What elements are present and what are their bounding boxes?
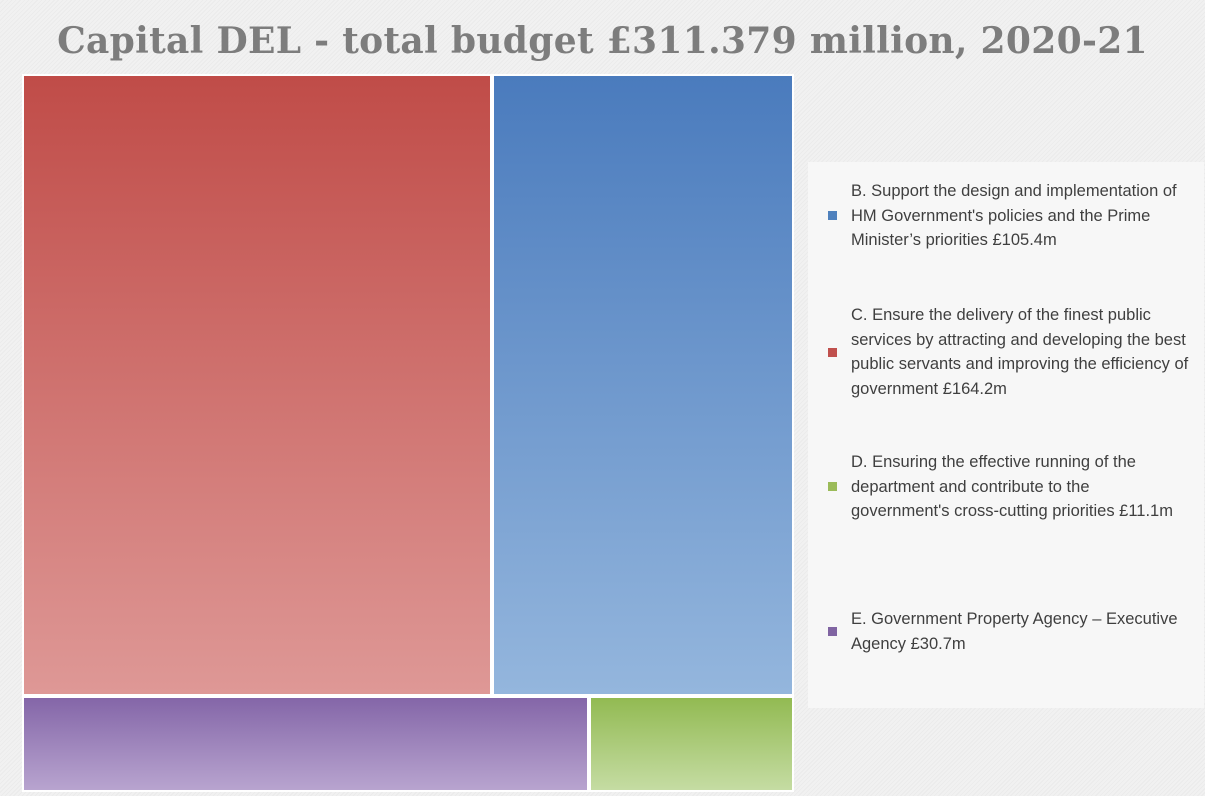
treemap-tile-b (492, 74, 794, 696)
legend-label-c: C. Ensure the delivery of the finest pub… (851, 306, 1189, 398)
treemap-tile-e (22, 696, 589, 792)
legend-item-c: C. Ensure the delivery of the finest pub… (828, 303, 1200, 401)
treemap-plot-area (22, 74, 794, 792)
legend-item-e: E. Government Property Agency – Executiv… (828, 607, 1200, 656)
legend-item-d: D. Ensuring the effective running of the… (828, 450, 1200, 524)
legend-swatch-d (828, 482, 837, 492)
legend-swatch-c (828, 347, 837, 357)
legend-swatch-e (828, 627, 837, 636)
legend-label-d: D. Ensuring the effective running of the… (851, 453, 1173, 520)
legend-swatch-b (828, 211, 837, 221)
chart-title: Capital DEL - total budget £311.379 mill… (57, 20, 1148, 62)
legend-item-b: B. Support the design and implementation… (828, 179, 1200, 253)
legend-label-b: B. Support the design and implementation… (851, 182, 1177, 249)
treemap-tile-d (589, 696, 794, 792)
legend-label-e: E. Government Property Agency – Executiv… (851, 610, 1178, 653)
legend: B. Support the design and implementation… (808, 162, 1204, 708)
treemap-tile-c (22, 74, 492, 696)
